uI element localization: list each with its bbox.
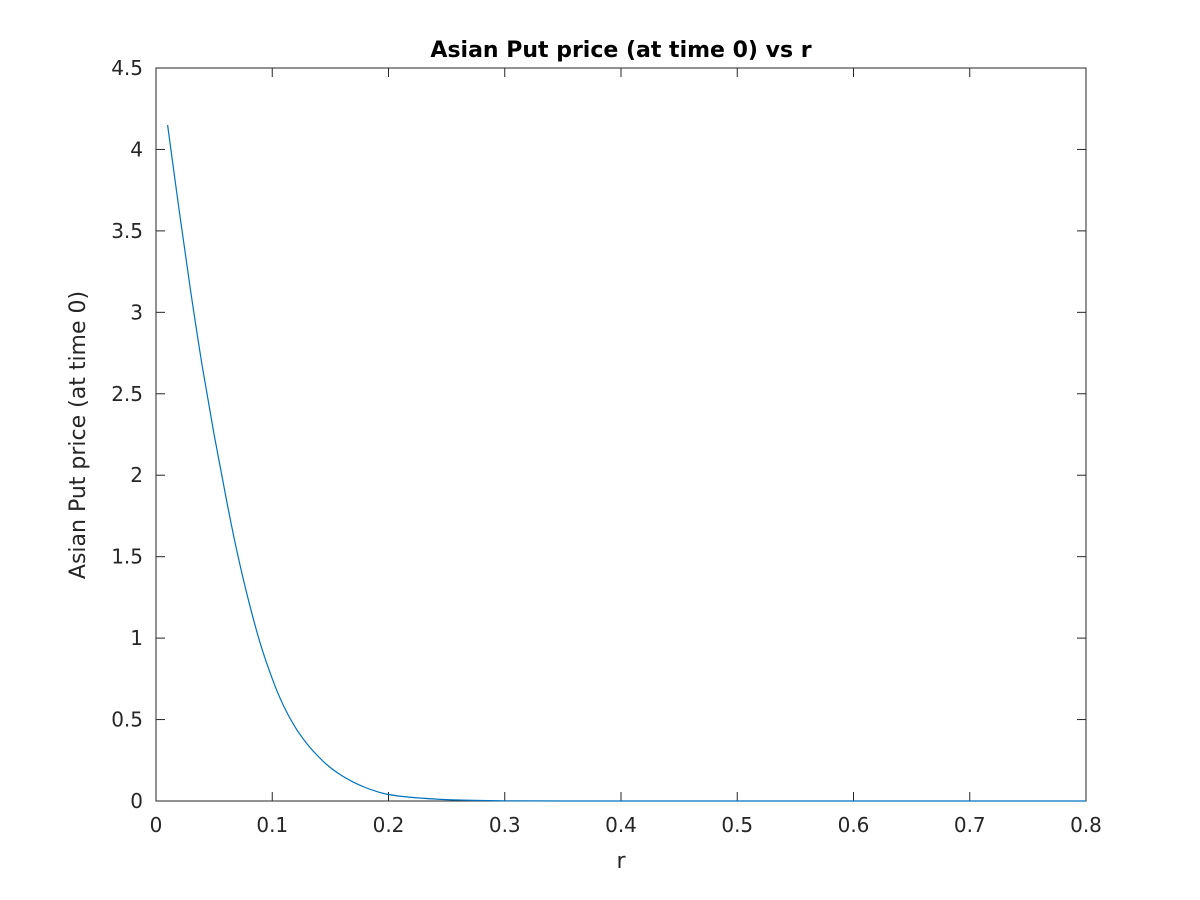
x-tick-label: 0.4: [605, 813, 637, 837]
x-tick-label: 0.8: [1070, 813, 1102, 837]
y-tick-label: 4: [130, 137, 143, 161]
x-axis-label: r: [616, 849, 626, 874]
x-tick-label: 0.6: [838, 813, 870, 837]
series-line: [167, 124, 1086, 802]
y-tick-label: 0: [130, 789, 143, 813]
y-tick-label: 4.5: [111, 56, 143, 80]
x-tick-label: 0.1: [256, 813, 288, 837]
x-tick-label: 0.2: [373, 813, 405, 837]
x-tick-labels: 0 0.1 0.2 0.3 0.4 0.5 0.6 0.7 0.8: [150, 813, 1102, 837]
x-tick-label: 0.3: [489, 813, 521, 837]
y-tick-label: 0.5: [111, 708, 143, 732]
y-tick-label: 2.5: [111, 382, 143, 406]
chart-title: Asian Put price (at time 0) vs r: [430, 38, 811, 63]
y-tick-label: 2: [130, 463, 143, 487]
y-axis-label: Asian Put price (at time 0): [66, 291, 91, 579]
x-tick-label: 0.7: [954, 813, 986, 837]
y-tick-label: 3.5: [111, 219, 143, 243]
plot-area: [155, 67, 1087, 802]
y-tick-label: 1: [130, 626, 143, 650]
x-tick-label: 0.5: [721, 813, 753, 837]
x-tick-label: 0: [150, 813, 163, 837]
y-tick-label: 3: [130, 300, 143, 324]
y-tick-label: 1.5: [111, 545, 143, 569]
y-tick-labels: 0 0.5 1 1.5 2 2.5 3 3.5 4 4.5: [111, 56, 143, 813]
